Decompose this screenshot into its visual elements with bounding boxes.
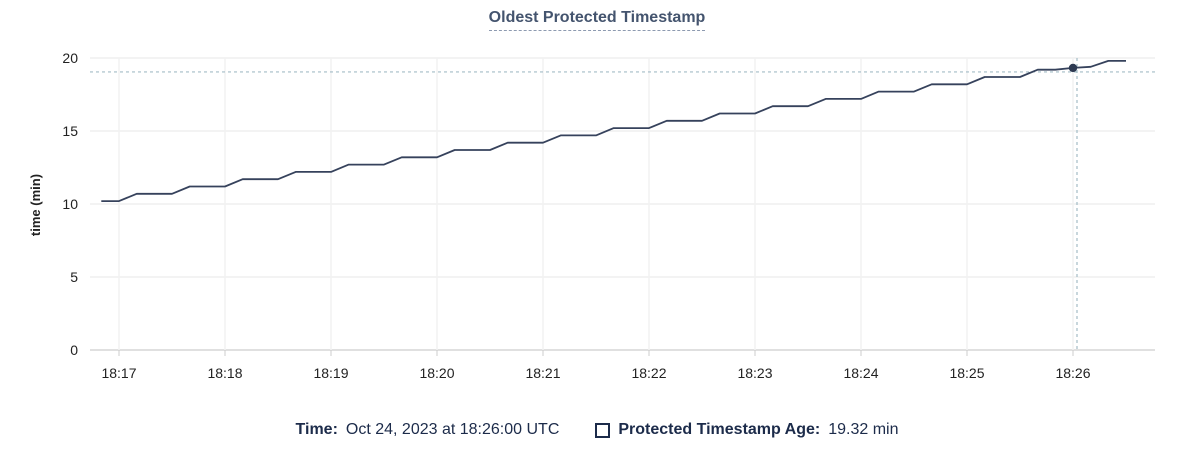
x-tick-label: 18:21	[525, 365, 560, 381]
chart-legend: Time: Oct 24, 2023 at 18:26:00 UTC Prote…	[0, 419, 1194, 441]
legend-series-label: Protected Timestamp Age:	[618, 421, 821, 438]
x-tick-label: 18:22	[631, 365, 666, 381]
legend-time-group: Time: Oct 24, 2023 at 18:26:00 UTC	[296, 419, 560, 441]
x-tick-label: 18:23	[737, 365, 772, 381]
chart-canvas: 0 5 10 15 20 18:17 18:18 18:19 18:20 18:21 18:22 18…	[28, 50, 1155, 381]
plot-hover-area[interactable]	[90, 58, 1155, 350]
y-tick-label: 15	[62, 123, 78, 139]
x-tick-label: 18:25	[949, 365, 984, 381]
x-tick-label: 18:19	[313, 365, 348, 381]
chart-title[interactable]: Oldest Protected Timestamp	[488, 9, 706, 31]
x-tick-label: 18:26	[1055, 365, 1090, 381]
y-tick-label: 0	[70, 342, 78, 358]
y-axis-title: time (min)	[28, 174, 43, 236]
x-tick-label: 18:20	[419, 365, 454, 381]
series-checkbox-icon[interactable]	[595, 422, 611, 438]
legend-series-value: 19.32 min	[828, 421, 899, 438]
legend-time-value: Oct 24, 2023 at 18:26:00 UTC	[345, 421, 560, 438]
legend-time-label: Time:	[295, 421, 338, 438]
hover-point	[1068, 63, 1078, 73]
series-line	[101, 59, 1126, 203]
y-tick-label: 20	[62, 50, 78, 66]
y-tick-label: 10	[62, 196, 78, 212]
legend-series-toggle[interactable]: Protected Timestamp Age: 19.32 min	[595, 419, 898, 441]
x-tick-label: 18:18	[207, 365, 242, 381]
x-tick-label: 18:17	[101, 365, 136, 381]
chart-title-row: Oldest Protected Timestamp	[0, 9, 1194, 31]
y-tick-label: 5	[70, 269, 78, 285]
x-tick-label: 18:24	[843, 365, 878, 381]
